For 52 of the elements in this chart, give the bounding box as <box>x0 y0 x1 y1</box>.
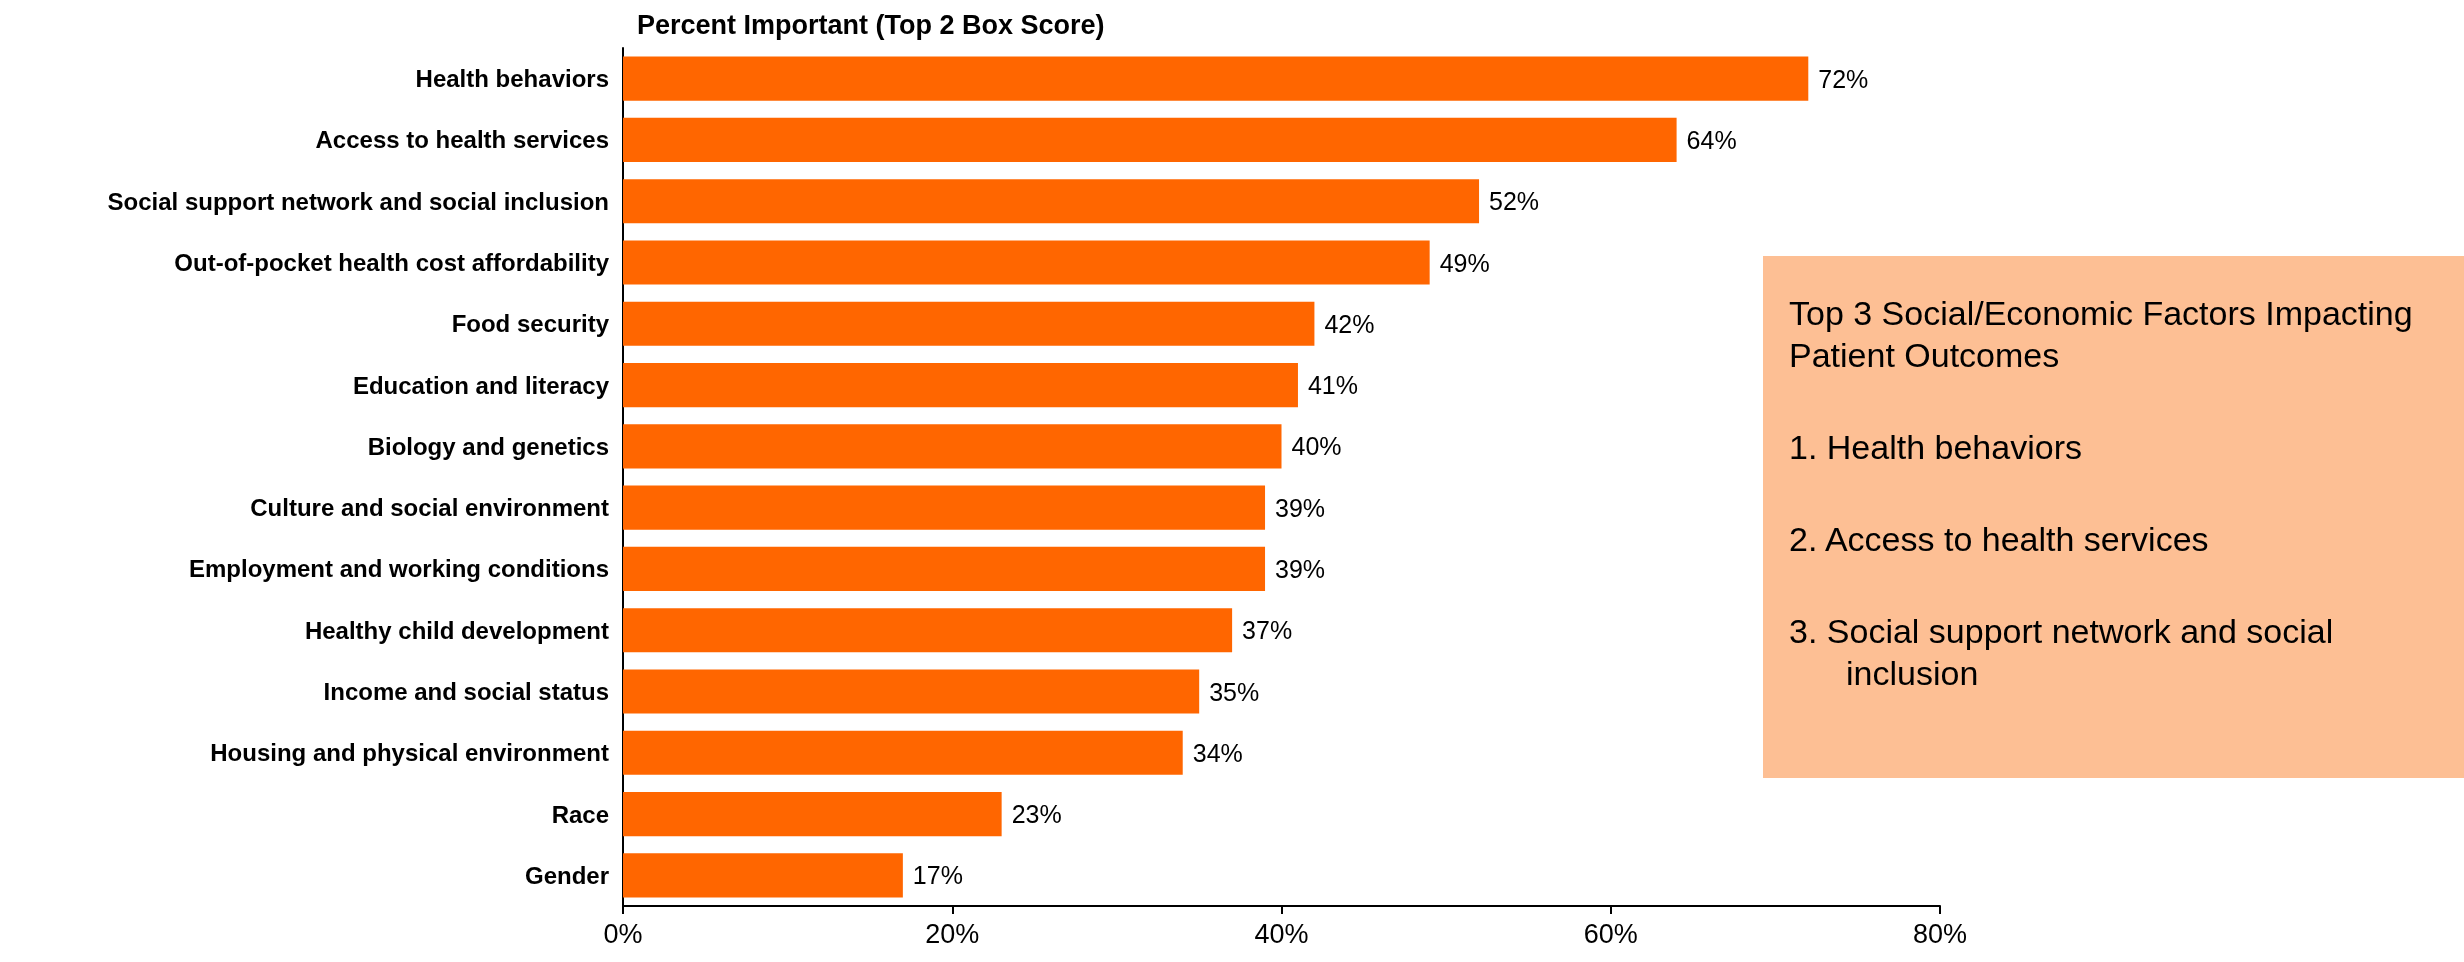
x-tick-label: 60% <box>1583 918 1638 949</box>
x-tick-label: 40% <box>1254 918 1309 949</box>
y-tick-label: Employment and working conditions <box>188 555 609 583</box>
bar <box>623 56 1809 101</box>
y-tick-label: Out-of-pocket health cost affordability <box>174 249 610 276</box>
y-tick-label: Social support network and social inclusion <box>107 187 609 215</box>
bar <box>623 424 1282 469</box>
bar <box>623 485 1266 530</box>
bar <box>623 792 1002 837</box>
data-label: 37% <box>1242 616 1293 645</box>
bar <box>623 363 1298 408</box>
data-label: 17% <box>912 861 963 890</box>
y-tick-label: Income and social status <box>323 678 609 705</box>
chart-title: Percent Important (Top 2 Box Score) <box>637 9 1105 40</box>
data-label: 34% <box>1192 738 1243 767</box>
bar <box>623 117 1677 162</box>
y-tick-label: Food security <box>451 310 610 338</box>
annotation: 3. Social support network and social inclusion <box>1789 611 2335 694</box>
bar <box>623 240 1430 285</box>
bar <box>623 730 1183 775</box>
y-tick-label: Gender <box>524 861 609 889</box>
bar <box>623 179 1480 224</box>
y-tick-label: Health behaviors <box>415 65 609 93</box>
bar <box>623 608 1233 653</box>
annotation: 1. Health behaviors <box>1789 427 2083 468</box>
y-tick-label: Access to health services <box>315 126 609 154</box>
bar <box>623 301 1315 346</box>
annotation: 2. Access to health services <box>1789 519 2210 560</box>
y-tick-label: Race <box>551 800 609 828</box>
data-label: 35% <box>1209 677 1260 706</box>
annotation: Top 3 Social/Economic Factors Impacting Patient Outcomes <box>1789 293 2414 376</box>
data-label: 41% <box>1307 371 1359 400</box>
x-tick-label: 80% <box>1912 918 1968 949</box>
x-tick-label: 20% <box>925 918 980 949</box>
data-label: 49% <box>1439 248 1490 277</box>
y-tick-label: Healthy child development <box>304 616 609 644</box>
bar <box>623 669 1200 714</box>
data-label: 64% <box>1686 125 1737 154</box>
bar <box>623 546 1266 591</box>
y-tick-label: Education and literacy <box>352 371 610 399</box>
y-tick-label: Housing and physical environment <box>210 739 609 767</box>
x-tick-label: 0% <box>603 918 643 949</box>
data-label: 39% <box>1275 493 1326 522</box>
bar <box>623 853 903 898</box>
y-tick-label: Culture and social environment <box>250 494 610 522</box>
data-label: 72% <box>1818 64 1869 93</box>
data-label: 42% <box>1324 309 1375 338</box>
data-label: 39% <box>1275 554 1326 583</box>
y-tick-label: Biology and genetics <box>367 432 609 460</box>
data-label: 40% <box>1291 432 1342 461</box>
data-label: 52% <box>1489 187 1540 216</box>
data-label: 23% <box>1011 800 1062 829</box>
